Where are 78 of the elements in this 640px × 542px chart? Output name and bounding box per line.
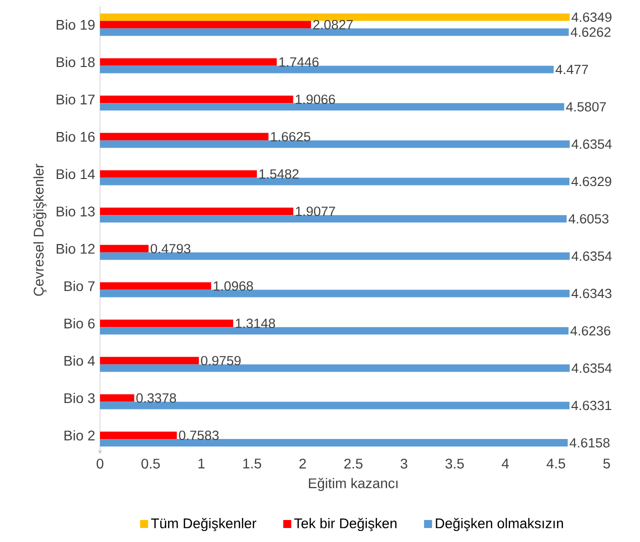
x-tick-label: 4.5: [546, 458, 566, 468]
bar: [100, 320, 234, 328]
y-tick-label: Bio 7: [64, 280, 95, 292]
data-label: 0.9759: [201, 356, 241, 366]
bar: [100, 215, 567, 223]
bar: [100, 170, 257, 178]
bar: [100, 394, 134, 402]
x-tick-label: 0: [96, 458, 104, 469]
data-label: 4.6343: [572, 288, 612, 298]
data-label: 1.0968: [214, 281, 253, 291]
data-label: 1.7446: [279, 57, 319, 67]
bar: [100, 13, 570, 21]
data-label: 4.477: [556, 64, 588, 74]
data-label: 1.5482: [260, 169, 299, 179]
y-tick-label: Bio 13: [56, 206, 95, 216]
data-label: 4.6329: [571, 176, 612, 186]
y-tick-label: Bio 16: [56, 132, 95, 142]
bar: [100, 96, 294, 104]
y-tick-label: Bio 14: [56, 168, 95, 180]
y-axis-title: Çevresel Değişkenler: [33, 164, 46, 296]
data-label: 4.6053: [568, 214, 608, 224]
data-label: 4.5807: [566, 102, 606, 112]
data-label: 2.0827: [313, 20, 353, 30]
bar: [100, 208, 294, 216]
data-label: 1.3148: [236, 318, 276, 328]
data-label: 4.6349: [572, 12, 612, 22]
data-label: 1.9066: [296, 94, 335, 104]
data-label: 0.3378: [136, 393, 176, 403]
legend-label: Tüm Değişkenler: [151, 518, 256, 532]
legend-label: Tek bir Değişken: [294, 518, 396, 532]
data-label: 0.4793: [150, 244, 190, 254]
x-tick-label: 2.5: [344, 458, 362, 469]
data-label: 1.6625: [271, 132, 310, 142]
bar: [100, 364, 570, 372]
data-label: 0.7583: [178, 430, 219, 440]
x-tick-label: 1: [198, 458, 205, 468]
bar: [100, 103, 564, 111]
y-tick-label: Bio 6: [64, 318, 95, 328]
legend-label: Değişken olmaksızın: [436, 518, 563, 532]
x-tick-label: 3.5: [445, 458, 464, 469]
x-axis-title: Eğitim kazancı: [308, 478, 398, 491]
bar: [100, 20, 312, 28]
bar: [100, 356, 199, 364]
bar: [100, 402, 570, 410]
y-tick-label: Bio 18: [56, 56, 95, 68]
x-tick-label: 4: [502, 458, 509, 468]
bar: [100, 290, 570, 298]
bar: [100, 439, 568, 447]
bar: [100, 58, 277, 66]
y-tick-label: Bio 3: [64, 392, 95, 404]
y-tick-label: Bio 19: [56, 20, 95, 30]
bar: [100, 66, 554, 74]
y-tick-label: Bio 2: [64, 430, 95, 440]
y-tick-label: Bio 12: [56, 244, 95, 254]
data-label: 4.6354: [572, 251, 612, 261]
x-tick-label: 1.5: [243, 458, 262, 468]
x-tick-label: 2: [299, 458, 306, 468]
bar: [100, 252, 570, 260]
x-tick-label: 3: [400, 458, 408, 469]
y-tick-label: Bio 17: [56, 94, 95, 104]
x-tick-label: 5: [603, 458, 610, 468]
x-tick-label: 0.5: [141, 458, 160, 469]
bar: [100, 327, 569, 335]
data-label: 4.6354: [572, 139, 612, 149]
y-tick-label: Bio 4: [64, 356, 95, 366]
data-label: 4.6331: [571, 400, 612, 410]
bar: [100, 282, 212, 290]
data-label: 1.9077: [296, 206, 336, 216]
data-label: 4.6262: [570, 27, 610, 37]
data-label: 4.6158: [570, 438, 610, 448]
bar: [100, 244, 149, 252]
bar: [100, 28, 569, 36]
bar: [100, 140, 570, 148]
data-label: 4.6354: [572, 363, 612, 373]
bar: [100, 178, 570, 186]
data-label: 4.6236: [570, 326, 610, 336]
bar: [100, 132, 268, 140]
bar: [100, 432, 177, 440]
